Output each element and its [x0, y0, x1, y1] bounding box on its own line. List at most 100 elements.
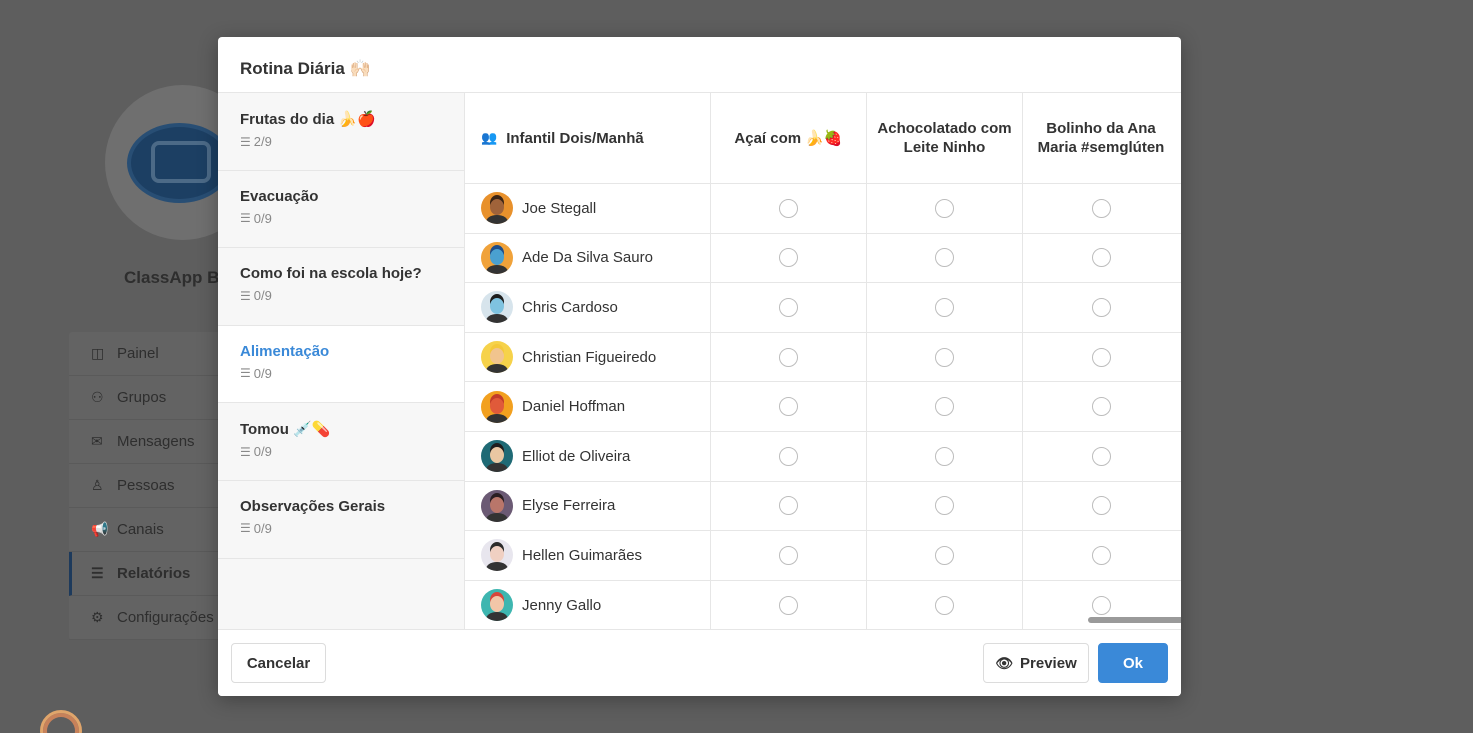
logo-book-icon: [151, 141, 211, 183]
help-launcher-icon: [40, 710, 82, 733]
sidebar-item[interactable]: ◫ Painel: [69, 332, 229, 376]
section-item[interactable]: Alimentação ☰ 0/9: [218, 325, 464, 404]
sidebar-item-label: Mensagens: [117, 433, 195, 450]
column-header: Açaí com 🍌🍓: [711, 93, 867, 183]
option-cell: [867, 283, 1023, 332]
student-cell: Daniel Hoffman: [465, 382, 711, 431]
option-radio[interactable]: [935, 198, 954, 218]
student-name: Jenny Gallo: [522, 596, 602, 614]
avatar: [481, 489, 513, 522]
sidebar-item-label: Configurações: [117, 609, 214, 626]
section-title: Evacuação: [240, 187, 319, 205]
preview-button[interactable]: 👁 Preview: [983, 643, 1089, 683]
checklist-icon: ☰: [240, 366, 251, 381]
sidebar-item[interactable]: ♙ Pessoas: [69, 464, 229, 508]
column-header: Bolinho da Ana Maria #semglúten: [1037, 120, 1165, 156]
option-radio[interactable]: [1091, 595, 1111, 615]
option-radio[interactable]: [1091, 248, 1111, 268]
option-radio[interactable]: [779, 347, 798, 367]
section-title: Como foi na escola hoje?: [240, 265, 422, 283]
sidebar-item[interactable]: ✉ Mensagens: [69, 420, 229, 464]
cancel-button[interactable]: Cancelar: [231, 643, 326, 683]
option-radio[interactable]: [935, 496, 954, 516]
avatar: [481, 539, 513, 572]
column-header: Achocolatado com Leite Ninho: [867, 93, 1023, 183]
avatar: [481, 341, 513, 374]
sidebar-item[interactable]: ⚙ Configurações: [69, 596, 229, 640]
panel-icon: ◫: [91, 345, 105, 361]
option-radio[interactable]: [779, 446, 798, 466]
option-radio[interactable]: [935, 248, 954, 268]
sidebar-item[interactable]: 📢 Canais: [69, 508, 229, 552]
option-cell: [711, 184, 867, 233]
option-radio[interactable]: [935, 297, 954, 317]
section-item[interactable]: Frutas do dia 🍌🍎 ☰ 2/9: [218, 93, 464, 171]
option-cell: [711, 283, 867, 332]
option-cell: [1023, 234, 1179, 283]
horizontal-scrollbar[interactable]: [1088, 617, 1181, 623]
option-radio[interactable]: [1091, 496, 1111, 516]
student-cell: Hellen Guimarães: [465, 531, 711, 580]
option-radio[interactable]: [1091, 397, 1111, 417]
checklist-icon: ☰: [240, 521, 251, 536]
option-radio[interactable]: [935, 397, 954, 417]
option-radio[interactable]: [779, 496, 798, 516]
group-icon: 👥: [481, 130, 498, 145]
sidebar-item[interactable]: ☰ Relatórios: [69, 552, 229, 596]
section-count: 0/9: [253, 365, 272, 381]
option-radio[interactable]: [1091, 545, 1111, 565]
option-cell: [711, 382, 867, 431]
app-brand-name: ClassApp Be: [124, 268, 229, 287]
section-count: 0/9: [253, 444, 272, 460]
student-row: Hellen Guimarães: [465, 531, 1181, 581]
section-item[interactable]: Evacuação ☰ 0/9: [218, 171, 464, 249]
option-radio[interactable]: [1091, 347, 1111, 367]
section-progress: ☰ 2/9: [240, 134, 464, 149]
student-row: Jenny Gallo: [465, 580, 1181, 629]
option-radio[interactable]: [779, 595, 798, 615]
student-cell: Elliot de Oliveira: [465, 431, 711, 481]
student-cell: Ade Da Silva Sauro: [465, 233, 711, 283]
option-cell: [867, 531, 1023, 580]
student-row: Elyse Ferreira: [465, 481, 1181, 532]
sidebar-item[interactable]: ⚇ Grupos: [69, 376, 229, 420]
student-name: Joe Stegall: [522, 199, 597, 217]
option-radio[interactable]: [779, 198, 798, 218]
student-name: Ade Da Silva Sauro: [522, 249, 653, 267]
avatar: [481, 291, 513, 324]
option-cell: [867, 431, 1023, 481]
student-name: Hellen Guimarães: [522, 546, 643, 564]
option-radio[interactable]: [779, 397, 798, 417]
option-cell: [711, 481, 867, 531]
option-cell: [867, 184, 1023, 233]
option-radio[interactable]: [1091, 446, 1111, 466]
section-title: Frutas do dia 🍌🍎: [240, 111, 376, 128]
option-radio[interactable]: [935, 446, 954, 466]
section-title: Observações Gerais: [240, 497, 386, 515]
option-radio[interactable]: [779, 545, 798, 565]
option-radio[interactable]: [1091, 297, 1111, 317]
ok-button[interactable]: Ok: [1098, 643, 1168, 683]
section-count: 0/9: [253, 520, 272, 536]
avatar: [481, 589, 513, 622]
person-icon: ♙: [91, 477, 104, 493]
option-cell: [711, 431, 867, 481]
option-radio[interactable]: [779, 297, 798, 317]
option-radio[interactable]: [935, 545, 954, 565]
section-item[interactable]: Observações Gerais ☰ 0/9: [218, 481, 464, 559]
sidebar-item-label: Relatórios: [117, 565, 191, 582]
sidebar-item-label: Pessoas: [117, 477, 175, 494]
option-cell: [1023, 581, 1179, 629]
option-cell: [1023, 382, 1179, 431]
section-item[interactable]: Tomou 💉💊 ☰ 0/9: [218, 403, 464, 481]
section-count: 0/9: [253, 210, 272, 226]
option-radio[interactable]: [935, 595, 954, 615]
checklist-icon: ☰: [240, 444, 251, 459]
option-cell: [1023, 482, 1179, 531]
student-cell: Christian Figueiredo: [465, 332, 711, 382]
student-cell: Chris Cardoso: [465, 283, 711, 332]
option-radio[interactable]: [935, 347, 954, 367]
section-item[interactable]: Como foi na escola hoje? ☰ 0/9: [218, 248, 464, 326]
option-radio[interactable]: [1091, 198, 1111, 218]
option-radio[interactable]: [779, 248, 798, 268]
